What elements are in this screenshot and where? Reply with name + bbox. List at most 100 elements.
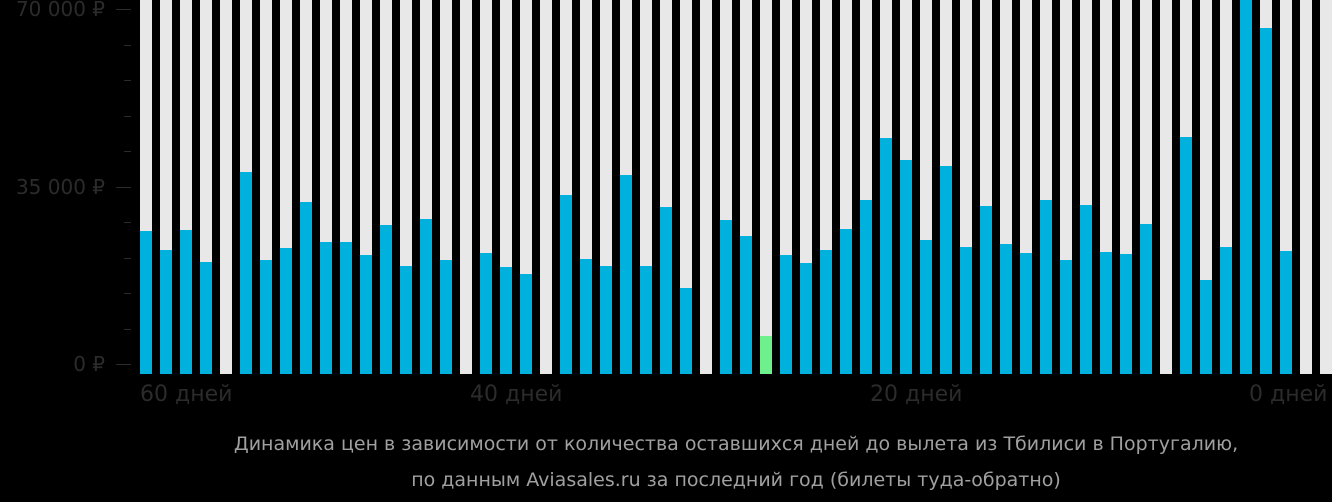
bar-min-price bbox=[760, 336, 772, 374]
bar-column[interactable] bbox=[140, 0, 152, 374]
bar-price bbox=[740, 236, 752, 374]
bar-column[interactable] bbox=[560, 0, 572, 374]
bar-price bbox=[960, 247, 972, 374]
bar-price bbox=[260, 260, 272, 374]
bar-column[interactable] bbox=[360, 0, 372, 374]
bar-price bbox=[200, 262, 212, 374]
bar-column[interactable] bbox=[340, 0, 352, 374]
bar-price bbox=[580, 259, 592, 374]
bar-column[interactable] bbox=[1140, 0, 1152, 374]
bar-column[interactable] bbox=[880, 0, 892, 374]
bar-column[interactable] bbox=[1020, 0, 1032, 374]
bar-column[interactable] bbox=[440, 0, 452, 374]
bar-column[interactable] bbox=[1200, 0, 1212, 374]
chart-caption-line-1: Динамика цен в зависимости от количества… bbox=[233, 433, 1239, 455]
bar-price bbox=[300, 202, 312, 374]
bar-price bbox=[1140, 224, 1152, 374]
bar-price bbox=[240, 172, 252, 374]
bar-column[interactable] bbox=[780, 0, 792, 374]
bar-column[interactable] bbox=[300, 0, 312, 374]
bar-column[interactable] bbox=[260, 0, 272, 374]
bar-column[interactable] bbox=[240, 0, 252, 374]
bar-price bbox=[720, 220, 732, 374]
bar-column[interactable] bbox=[760, 0, 772, 374]
bar-price bbox=[900, 160, 912, 374]
bar-column[interactable] bbox=[860, 0, 872, 374]
bar-column[interactable] bbox=[900, 0, 912, 374]
bar-price bbox=[180, 230, 192, 374]
bar-column[interactable] bbox=[200, 0, 212, 374]
bar-column[interactable] bbox=[1100, 0, 1112, 374]
bar-price bbox=[980, 206, 992, 374]
bar-price bbox=[320, 242, 332, 374]
bar-column[interactable] bbox=[920, 0, 932, 374]
bar-column[interactable] bbox=[680, 0, 692, 374]
bar-column[interactable] bbox=[1180, 0, 1192, 374]
y-tick-minor bbox=[124, 116, 131, 117]
bar-column[interactable] bbox=[620, 0, 632, 374]
bar-column[interactable] bbox=[480, 0, 492, 374]
y-tick-major bbox=[116, 187, 131, 188]
bar-price bbox=[1000, 244, 1012, 374]
bar-column[interactable] bbox=[540, 0, 552, 374]
bar-column[interactable] bbox=[160, 0, 172, 374]
bar-column[interactable] bbox=[460, 0, 472, 374]
bar-column[interactable] bbox=[600, 0, 612, 374]
bar-column[interactable] bbox=[580, 0, 592, 374]
bar-price bbox=[1060, 260, 1072, 374]
bar-price bbox=[1280, 251, 1292, 374]
bar-column[interactable] bbox=[800, 0, 812, 374]
bar-price bbox=[1180, 137, 1192, 374]
bar-column[interactable] bbox=[1300, 0, 1312, 374]
y-axis-label-0: 0 ₽ bbox=[73, 352, 105, 376]
bar-price bbox=[1020, 253, 1032, 374]
bar-column[interactable] bbox=[380, 0, 392, 374]
bar-price bbox=[420, 219, 432, 374]
bar-column[interactable] bbox=[700, 0, 712, 374]
bar-column[interactable] bbox=[1260, 0, 1272, 374]
bar-price bbox=[360, 255, 372, 374]
bar-column[interactable] bbox=[280, 0, 292, 374]
bar-column[interactable] bbox=[640, 0, 652, 374]
bar-column[interactable] bbox=[180, 0, 192, 374]
bar-column[interactable] bbox=[840, 0, 852, 374]
bar-column[interactable] bbox=[1040, 0, 1052, 374]
bar-column[interactable] bbox=[1240, 0, 1252, 374]
bar-column[interactable] bbox=[720, 0, 732, 374]
bar-price bbox=[1080, 205, 1092, 374]
bar-column[interactable] bbox=[500, 0, 512, 374]
bar-column[interactable] bbox=[400, 0, 412, 374]
bar-column[interactable] bbox=[1320, 0, 1332, 374]
bar-column[interactable] bbox=[980, 0, 992, 374]
bar-column[interactable] bbox=[420, 0, 432, 374]
bar-price bbox=[820, 250, 832, 374]
bar-price bbox=[1220, 247, 1232, 374]
bar-column[interactable] bbox=[940, 0, 952, 374]
bar-price bbox=[920, 240, 932, 374]
bar-column[interactable] bbox=[1160, 0, 1172, 374]
bar-price bbox=[1240, 0, 1252, 374]
bar-column[interactable] bbox=[1120, 0, 1132, 374]
bar-column[interactable] bbox=[520, 0, 532, 374]
bar-price bbox=[860, 200, 872, 374]
bar-price bbox=[380, 225, 392, 374]
bar-price bbox=[1040, 200, 1052, 374]
bar-price bbox=[140, 231, 152, 374]
bar-price bbox=[1260, 28, 1272, 374]
bar-column[interactable] bbox=[1000, 0, 1012, 374]
bar-column[interactable] bbox=[820, 0, 832, 374]
bar-column[interactable] bbox=[1280, 0, 1292, 374]
bar-column[interactable] bbox=[660, 0, 672, 374]
y-tick-major bbox=[116, 364, 131, 365]
bar-column[interactable] bbox=[960, 0, 972, 374]
bar-price bbox=[520, 274, 532, 374]
bar-price bbox=[780, 255, 792, 374]
bar-column[interactable] bbox=[740, 0, 752, 374]
bar-price bbox=[1120, 254, 1132, 374]
bar-column[interactable] bbox=[220, 0, 232, 374]
bar-column[interactable] bbox=[1060, 0, 1072, 374]
x-axis-label-20: 20 дней bbox=[870, 382, 963, 407]
bar-column[interactable] bbox=[1080, 0, 1092, 374]
bar-column[interactable] bbox=[1220, 0, 1232, 374]
bar-column[interactable] bbox=[320, 0, 332, 374]
